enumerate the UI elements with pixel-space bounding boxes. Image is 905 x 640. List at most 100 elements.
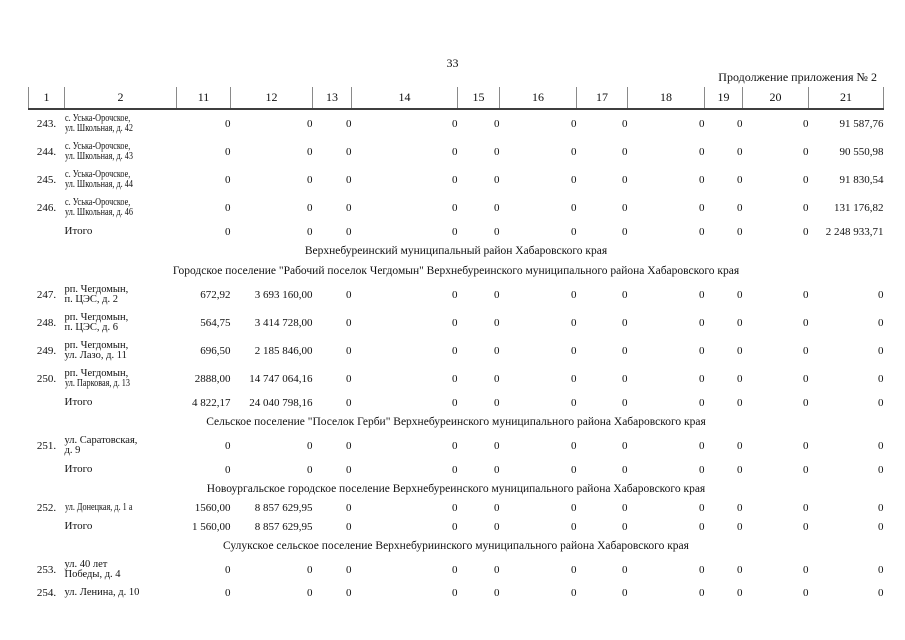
value-cell: 0	[737, 587, 743, 599]
value-cell: 0	[571, 463, 577, 476]
table-row: 244. с. Уська-Орочское, ул. Школьная, д. 4…	[29, 138, 884, 166]
value-cell: 91 830,54	[839, 174, 884, 186]
value-cell: 0	[737, 564, 743, 576]
value-cell: 0	[571, 289, 577, 301]
value-cell: 0	[346, 289, 352, 301]
value-cell: 0	[346, 174, 352, 186]
empty-cell	[29, 393, 65, 412]
value-cell: 0	[737, 463, 743, 476]
value-cell: 0	[803, 564, 809, 576]
address-line: с. Уська-Орочское,	[64, 196, 130, 208]
value-cell: 0	[622, 396, 628, 409]
value-cell: 0	[571, 174, 577, 186]
address-line: рп. Чегдомын,	[64, 367, 129, 379]
total-label: Итого	[65, 222, 177, 241]
value-cell: 0	[737, 225, 743, 238]
address-line: рп. Чегдомын,	[64, 311, 129, 323]
column-header: 12	[230, 87, 313, 110]
value-cell: 672,92	[200, 289, 231, 301]
table-row: Итого 0 0 0 0 0 0 0 0 0 0 0	[29, 460, 884, 479]
value-cell: 0	[622, 289, 628, 301]
value-cell: 0	[622, 520, 628, 533]
value-cell: 0	[571, 146, 577, 158]
total-label: Итого	[65, 393, 177, 412]
value-cell: 0	[307, 118, 313, 130]
value-cell: 0	[346, 146, 352, 158]
value-cell: 0	[307, 202, 313, 214]
value-cell: 0	[452, 202, 458, 214]
value-cell: 0	[571, 373, 577, 385]
value-cell: 14 747 064,16	[249, 373, 313, 385]
value-cell: 0	[346, 118, 352, 130]
value-cell: 0	[878, 564, 884, 576]
address-line: Итого	[64, 225, 93, 238]
address-line: рп. Чегдомын,	[64, 283, 129, 295]
value-cell: 0	[571, 345, 577, 357]
address-line: с. Уська-Орочское,	[64, 112, 130, 124]
value-cell: 0	[225, 564, 231, 576]
address-line: с. Уська-Орочское,	[64, 168, 130, 180]
value-cell: 0	[346, 463, 352, 476]
empty-cell	[29, 222, 65, 241]
value-cell: 0	[878, 317, 884, 329]
value-cell: 0	[571, 502, 577, 514]
value-cell: 0	[346, 202, 352, 214]
value-cell: 0	[225, 587, 231, 599]
value-cell: 0	[571, 440, 577, 452]
row-number: 245.	[36, 174, 57, 186]
value-cell: 0	[699, 345, 705, 357]
value-cell: 0	[452, 440, 458, 452]
table-row: 249. рп. Чегдомын, ул. Лазо, д. 11 696,50 2 …	[29, 337, 884, 365]
address-line: Итого	[64, 463, 93, 476]
value-cell: 0	[737, 289, 743, 301]
table-row: Итого 0 0 0 0 0 0 0 0 0 0 2 248 933,71	[29, 222, 884, 241]
address-cell: ул. 40 лет Победы, д. 4	[65, 556, 177, 584]
table-row: Верхнебуреинский муниципальный район Хаб…	[29, 241, 884, 261]
address-line: п. ЦЭС, д. 2	[64, 294, 118, 305]
value-cell: 0	[346, 317, 352, 329]
table-row: 250. рп. Чегдомын, ул. Парковая, д. 13 2888…	[29, 365, 884, 393]
value-cell: 0	[878, 587, 884, 599]
value-cell: 0	[571, 396, 577, 409]
appendix-continuation-label: Продолжение приложения № 2	[718, 70, 877, 84]
table-row: 246. с. Уська-Орочское, ул. Школьная, д. 4…	[29, 194, 884, 222]
value-cell: 0	[494, 440, 500, 452]
address-line: ул. Школьная, д. 43	[64, 151, 133, 162]
value-cell: 0	[803, 345, 809, 357]
row-number: 253.	[36, 564, 57, 576]
value-cell: 0	[571, 118, 577, 130]
value-cell: 0	[737, 502, 743, 514]
value-cell: 0	[622, 146, 628, 158]
value-cell: 0	[737, 373, 743, 385]
address-line: ул. 40 лет	[64, 558, 108, 570]
value-cell: 90 550,98	[839, 146, 884, 158]
address-line: ул. Саратовская,	[64, 434, 138, 446]
value-cell: 0	[737, 317, 743, 329]
value-cell: 0	[622, 345, 628, 357]
value-cell: 0	[494, 502, 500, 514]
value-cell: 0	[699, 396, 705, 409]
value-cell: 0	[803, 587, 809, 599]
empty-cell	[29, 460, 65, 479]
address-cell: рп. Чегдомын, п. ЦЭС, д. 6	[65, 309, 177, 337]
value-cell: 0	[803, 146, 809, 158]
value-cell: 3 414 728,00	[254, 317, 313, 329]
value-cell: 0	[346, 225, 352, 238]
value-cell: 0	[622, 317, 628, 329]
value-cell: 0	[494, 396, 500, 409]
value-cell: 0	[494, 520, 500, 533]
value-cell: 0	[494, 146, 500, 158]
section-header: Городское поселение "Рабочий поселок Чег…	[172, 265, 740, 277]
value-cell: 0	[307, 463, 313, 476]
value-cell: 0	[803, 174, 809, 186]
value-cell: 0	[622, 174, 628, 186]
value-cell: 0	[494, 118, 500, 130]
value-cell: 0	[452, 146, 458, 158]
value-cell: 2 185 846,00	[254, 345, 313, 357]
value-cell: 0	[622, 202, 628, 214]
column-header: 14	[351, 87, 458, 110]
column-header: 11	[176, 87, 231, 110]
value-cell: 0	[699, 202, 705, 214]
value-cell: 0	[737, 118, 743, 130]
